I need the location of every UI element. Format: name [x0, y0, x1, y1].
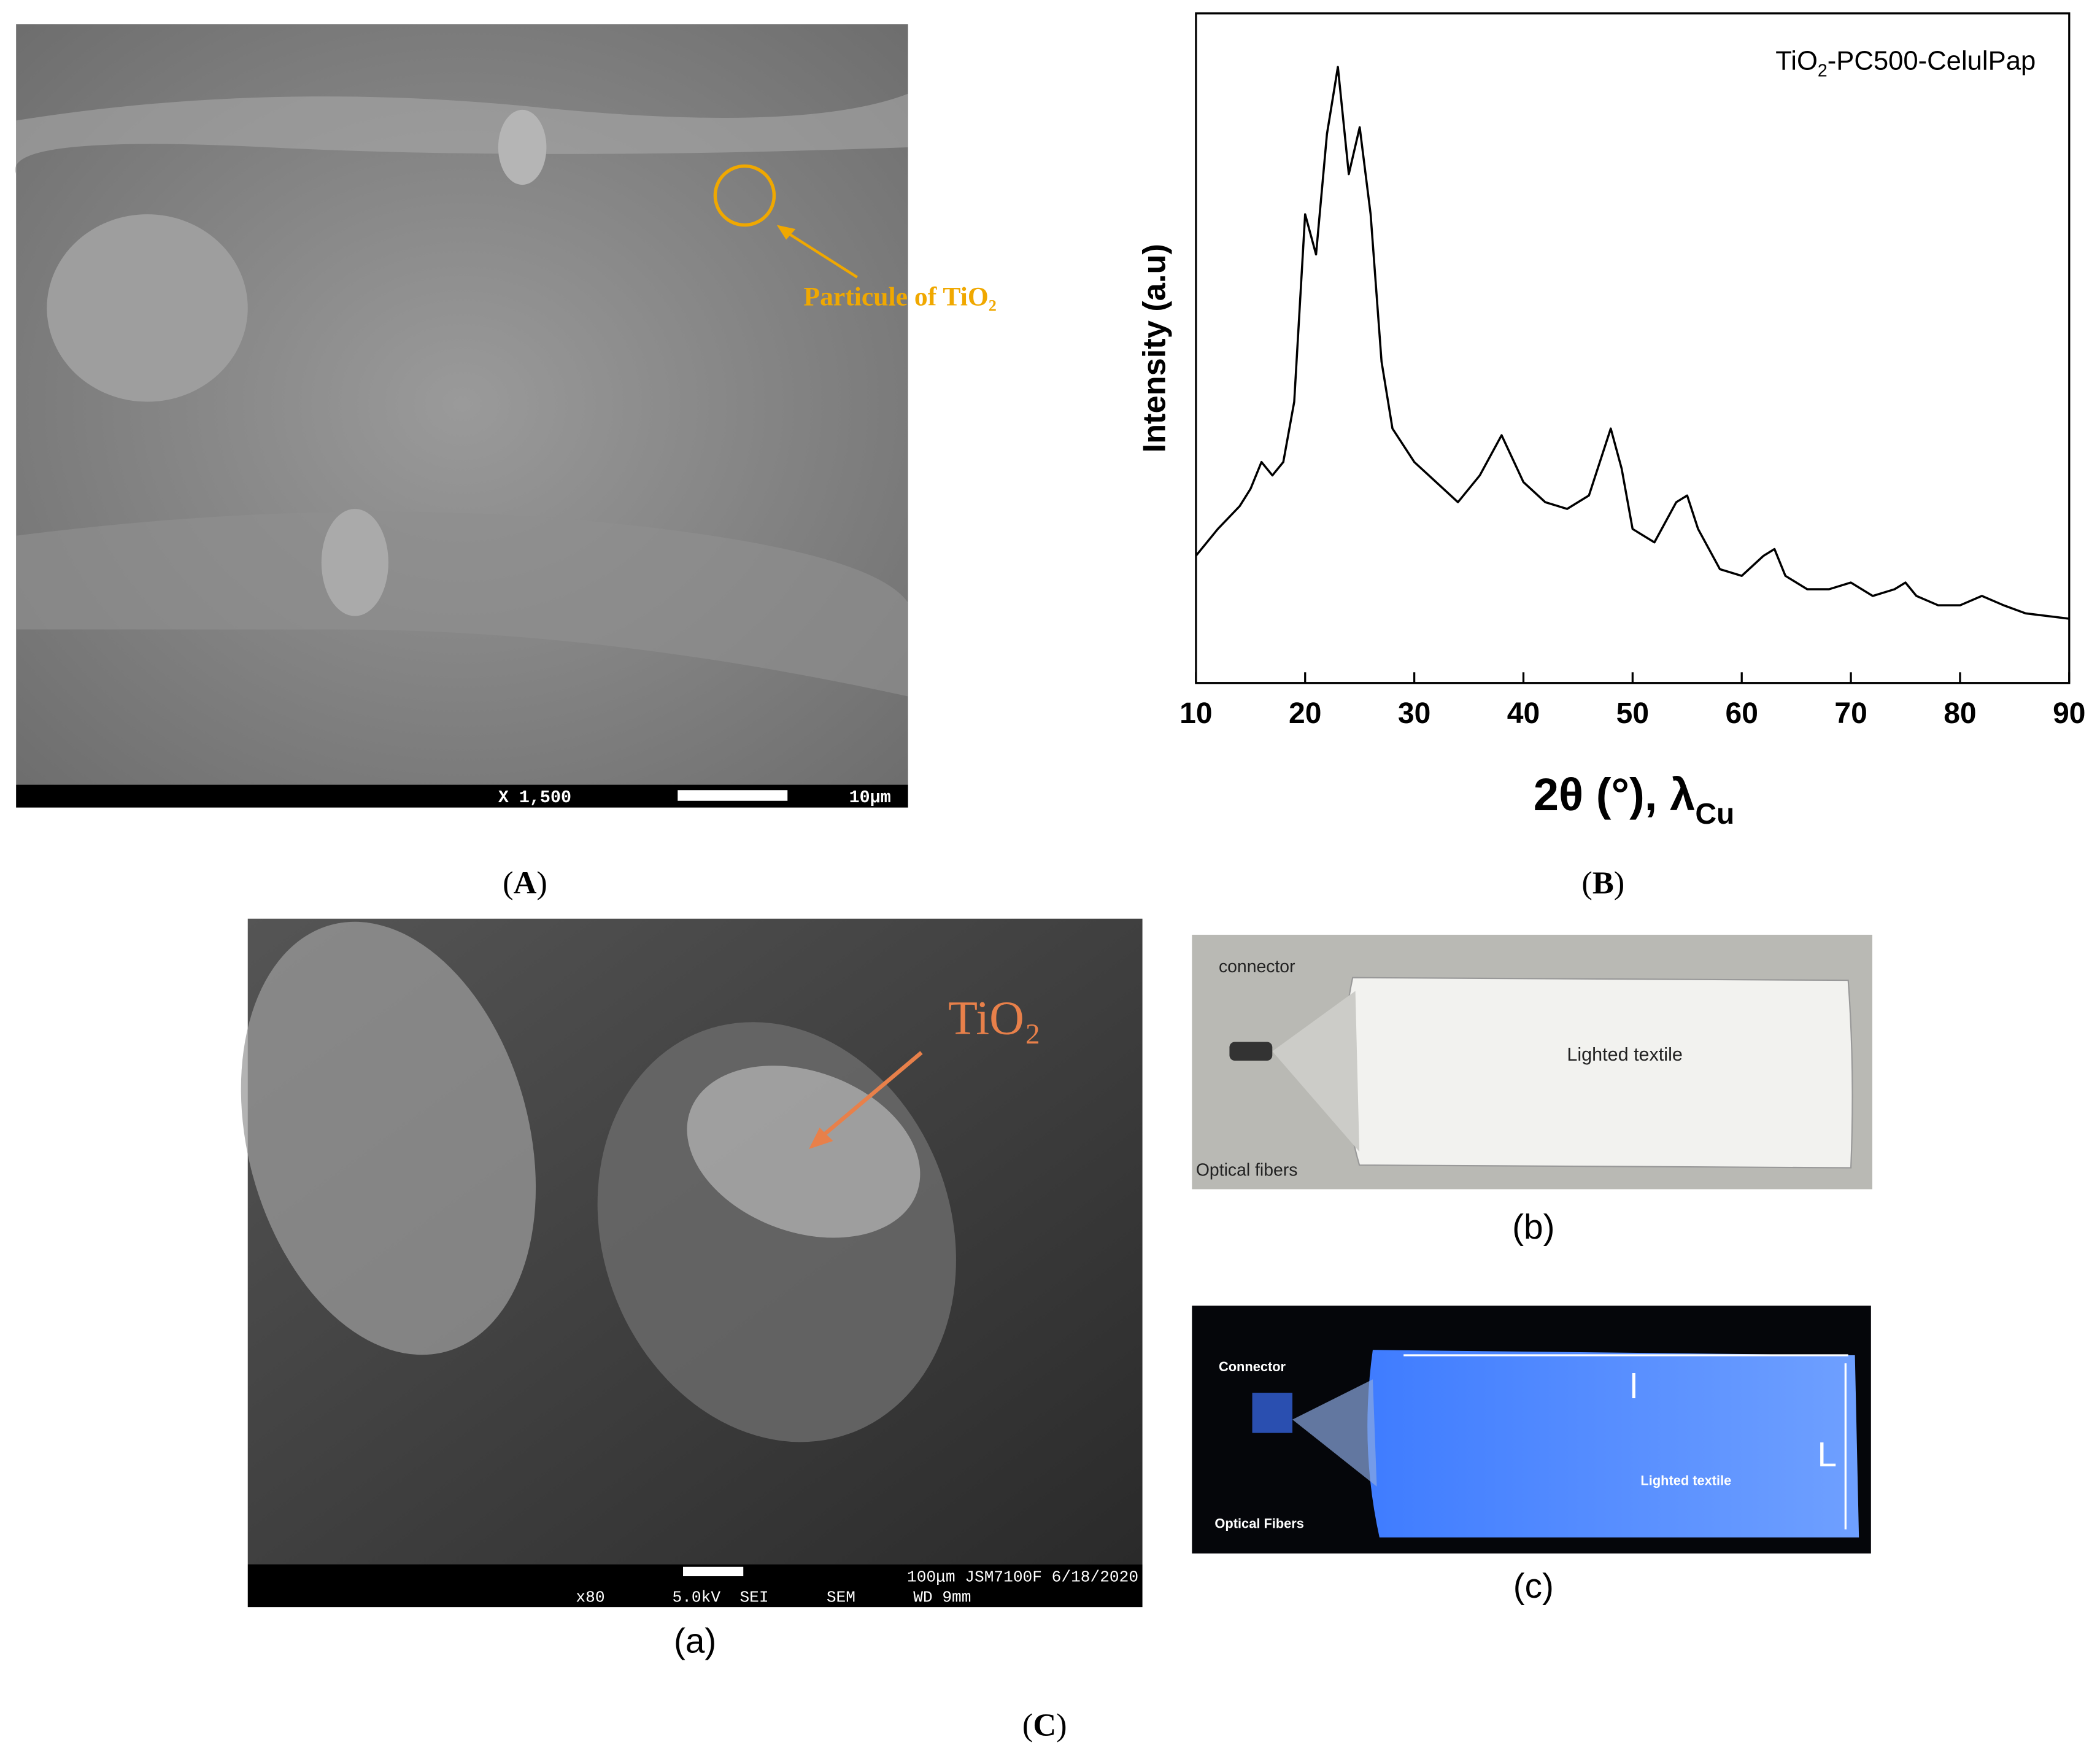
- fibers: [1292, 1379, 1377, 1487]
- panel-c-a: 100μm JSM7100F 6/18/2020 x80 5.0kV SEI S…: [241, 918, 1143, 1660]
- sub-label: (c): [1513, 1567, 1554, 1606]
- x-tick-label: 40: [1507, 697, 1540, 730]
- fiber-bundle: [241, 921, 536, 1355]
- photo-text: Optical Fibers: [1214, 1515, 1303, 1531]
- x-tick-label: 60: [1726, 697, 1758, 730]
- plot-frame: [1195, 12, 2071, 684]
- x-tick-label: 80: [1944, 697, 1976, 730]
- panel-c-b: connector Lighted textile Optical fibers…: [1192, 934, 1872, 1247]
- x-axis-label: 2θ (°), λCu: [1534, 769, 1735, 830]
- annotation: TiO₂: [948, 991, 1041, 1044]
- panel-label: (C): [1022, 1708, 1067, 1743]
- annotation: Particule of TiO₂: [803, 282, 996, 311]
- connector-shape: [1229, 1042, 1273, 1061]
- particle: [321, 509, 388, 616]
- photo-text: l: [1630, 1368, 1638, 1406]
- connector-shape: [1252, 1393, 1293, 1433]
- fiber: [15, 93, 908, 174]
- arrowhead: [809, 1128, 833, 1149]
- sub-label: (b): [1512, 1208, 1554, 1247]
- particle: [498, 109, 547, 185]
- panel-label: (A): [503, 865, 547, 900]
- y-axis-label: Intensity (a.u): [1137, 244, 1173, 452]
- photo-text: L: [1818, 1436, 1837, 1474]
- x-tick-label: 50: [1616, 697, 1649, 730]
- sem-info: 100μm JSM7100F 6/18/2020: [907, 1568, 1138, 1587]
- panel-a: X 1,500 10μm Particule of TiO₂ (A): [15, 24, 997, 900]
- textile: [1367, 1350, 1859, 1538]
- coated-area: [687, 1066, 921, 1238]
- sem-info: x80 5.0kV SEI SEM WD 9mm: [576, 1588, 971, 1606]
- particle: [47, 214, 248, 402]
- x-tick-label: 90: [2053, 697, 2085, 730]
- photo-text: connector: [1219, 957, 1295, 977]
- fibers: [1272, 991, 1360, 1152]
- arrowhead: [776, 225, 796, 240]
- arrow: [782, 229, 858, 279]
- scale-label: 10μm: [849, 787, 891, 808]
- chart-title: TiO2-PC500-CelulPap: [1775, 45, 2036, 80]
- xrd-chart: TiO2-PC500-CelulPap Intensity (a.u) 2θ (…: [1137, 12, 2086, 900]
- x-tick-label: 10: [1179, 697, 1212, 730]
- photo-text: Optical fibers: [1196, 1161, 1298, 1180]
- arrow: [818, 1051, 923, 1140]
- photo-text: Connector: [1219, 1359, 1286, 1374]
- scale-bar: [677, 790, 788, 801]
- magnification: X 1,500: [498, 787, 571, 808]
- panel-c-c: Connector Lighted textile Optical Fibers…: [1192, 1306, 1871, 1606]
- xrd-curve: [1195, 66, 2070, 620]
- textile: [1343, 977, 1853, 1169]
- sub-label: (a): [674, 1622, 716, 1660]
- fiber: [16, 511, 908, 697]
- scale-bar: [683, 1566, 744, 1576]
- highlight-circle: [713, 164, 776, 227]
- photo-text: Lighted textile: [1640, 1473, 1731, 1488]
- x-tick-label: 70: [1834, 697, 1867, 730]
- x-tick-label: 20: [1289, 697, 1321, 730]
- photo-text: Lighted textile: [1567, 1044, 1682, 1065]
- panel-label: (B): [1581, 865, 1624, 900]
- x-tick-label: 30: [1398, 697, 1430, 730]
